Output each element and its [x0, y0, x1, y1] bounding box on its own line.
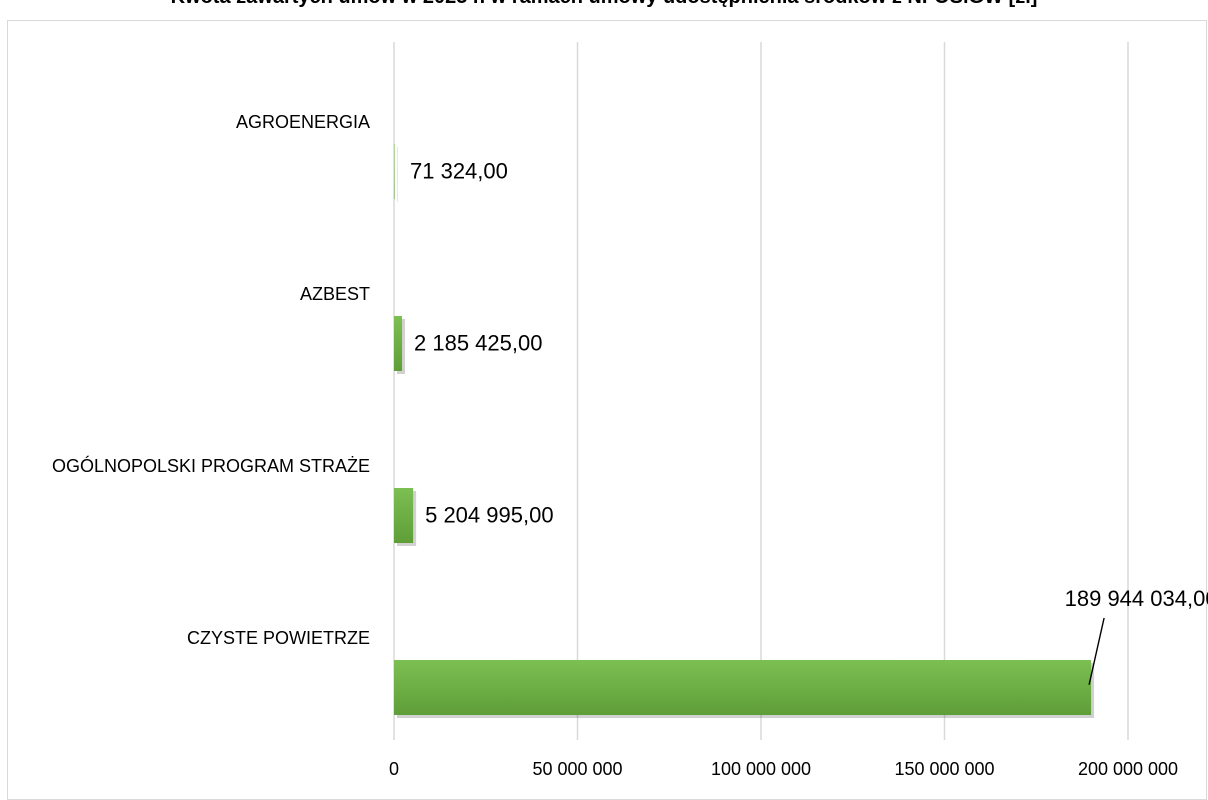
bar-ogólnopolski-program-straże [394, 488, 414, 543]
category-labels: AGROENERGIA AZBEST OGÓLNOPOLSKI PROGRAM ST… [52, 112, 370, 648]
data-label: 2 185 425,00 [414, 331, 542, 356]
data-labels: 71 324,00 2 185 425,00 5 204 995,00 189 944… [410, 159, 1208, 685]
chart-title: Kwota zawartych umów w 2023 r. w ramach … [0, 0, 1208, 9]
bar-czyste-powietrze [394, 660, 1092, 715]
x-tick-labels: 0 50 000 000 100 000 000 150 000 000 200 000… [389, 759, 1178, 779]
data-label-leader [1088, 617, 1105, 685]
x-tick-label: 100 000 000 [711, 759, 811, 779]
bar-azbest [394, 316, 403, 371]
gridlines [393, 42, 1129, 740]
category-label: CZYSTE POWIETRZE [187, 628, 370, 648]
data-label: 71 324,00 [410, 159, 508, 184]
category-label: AGROENERGIA [236, 112, 370, 132]
x-tick-label: 50 000 000 [532, 759, 622, 779]
x-tick-label: 0 [389, 759, 399, 779]
bar-shadow [397, 147, 398, 202]
category-label: OGÓLNOPOLSKI PROGRAM STRAŻE [52, 455, 370, 476]
x-tick-label: 200 000 000 [1078, 759, 1178, 779]
bars [394, 144, 1095, 718]
data-label: 5 204 995,00 [425, 503, 553, 528]
category-label: AZBEST [300, 284, 370, 304]
x-tick-label: 150 000 000 [894, 759, 994, 779]
bar-agroenergia [394, 144, 395, 199]
data-label: 189 944 034,00 [1065, 586, 1208, 611]
